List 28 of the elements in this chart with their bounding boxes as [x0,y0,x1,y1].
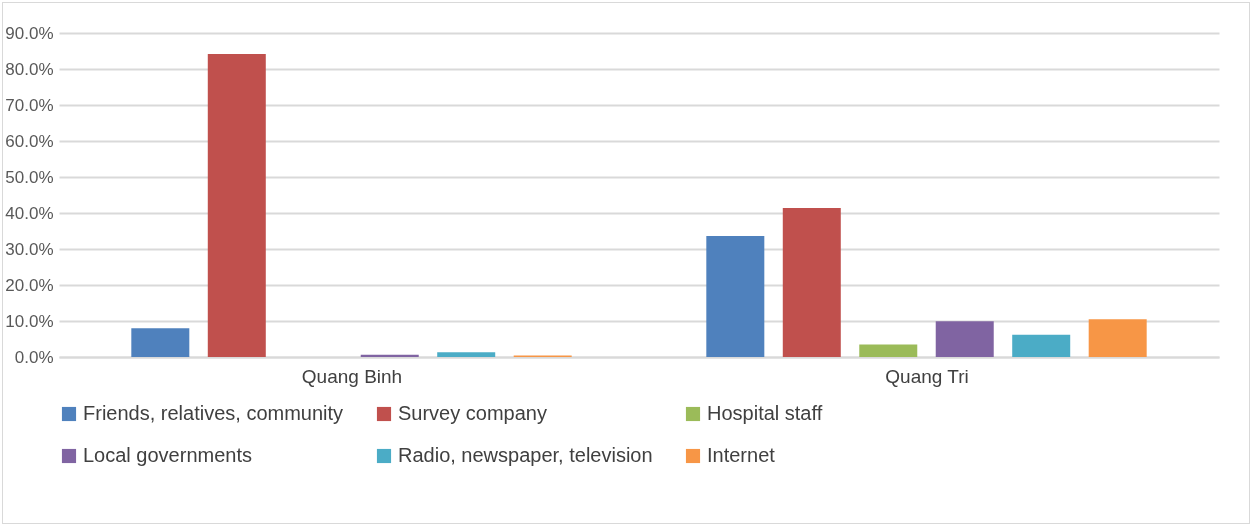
legend-label: Internet [707,444,776,466]
x-tick-label: Quang Binh [301,365,403,387]
bar [935,321,994,357]
y-tick-label: 50.0% [5,167,54,187]
bar [859,344,918,357]
y-tick-label: 90.0% [5,23,54,43]
y-tick-label: 30.0% [5,239,54,259]
y-tick-label: 40.0% [5,203,54,223]
bar [706,236,765,357]
bar [1012,334,1071,357]
y-tick-label: 0.0% [14,347,54,367]
legend-label: Local governments [83,444,252,466]
legend-label: Radio, newspaper, television [398,444,653,466]
bar [1088,319,1147,357]
bar [437,352,496,357]
y-tick-label: 70.0% [5,95,54,115]
x-tick-label: Quang Tri [885,365,969,387]
bar [782,207,841,357]
bar [360,354,419,357]
bar [207,53,266,357]
y-tick-label: 80.0% [5,59,54,79]
y-tick-label: 10.0% [5,311,54,331]
y-tick-label: 60.0% [5,131,54,151]
bar [131,328,190,357]
y-tick-label: 20.0% [5,275,54,295]
legend-label: Friends, relatives, community [83,402,344,424]
legend-label: Hospital staff [707,402,823,424]
legend-label: Survey company [398,402,547,424]
